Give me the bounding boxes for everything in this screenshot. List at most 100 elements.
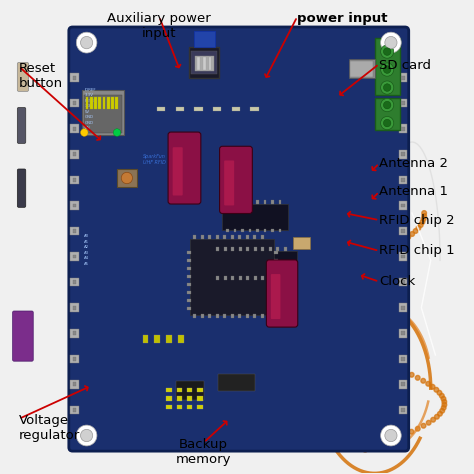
Circle shape <box>299 319 304 323</box>
Bar <box>187 396 192 401</box>
Circle shape <box>403 369 408 374</box>
Circle shape <box>81 36 93 49</box>
Bar <box>401 280 405 284</box>
Bar <box>73 408 76 412</box>
Bar <box>261 314 264 318</box>
Circle shape <box>438 411 442 416</box>
Bar <box>73 76 76 80</box>
Text: RFID chip 1: RFID chip 1 <box>379 245 455 257</box>
Circle shape <box>381 81 394 94</box>
Circle shape <box>382 360 387 365</box>
Bar <box>248 228 251 232</box>
Circle shape <box>310 328 315 332</box>
Circle shape <box>360 351 365 356</box>
Bar <box>401 153 405 156</box>
Circle shape <box>113 129 121 137</box>
Bar <box>187 267 191 270</box>
Circle shape <box>368 255 373 260</box>
Circle shape <box>319 280 324 284</box>
Bar <box>155 335 160 343</box>
Bar <box>401 101 405 105</box>
Text: RFID chip 2: RFID chip 2 <box>379 214 455 227</box>
Bar <box>271 200 274 203</box>
Bar <box>209 57 211 70</box>
Circle shape <box>76 425 97 446</box>
FancyBboxPatch shape <box>224 161 234 205</box>
Bar <box>264 228 266 232</box>
Circle shape <box>415 427 420 431</box>
Circle shape <box>437 391 442 395</box>
Circle shape <box>419 223 423 228</box>
Bar <box>190 239 274 315</box>
Bar <box>82 90 124 135</box>
Bar <box>261 276 264 280</box>
Circle shape <box>343 268 347 272</box>
Bar <box>166 388 172 392</box>
Circle shape <box>402 432 407 437</box>
Bar <box>70 150 79 159</box>
Circle shape <box>381 32 401 53</box>
FancyBboxPatch shape <box>173 147 182 195</box>
Bar <box>401 383 405 386</box>
Bar <box>166 405 172 410</box>
Bar <box>178 335 183 343</box>
Circle shape <box>409 429 414 434</box>
Bar <box>274 267 278 270</box>
Bar <box>261 247 264 251</box>
Bar <box>193 235 196 239</box>
Circle shape <box>320 334 325 338</box>
Bar <box>274 307 278 310</box>
FancyBboxPatch shape <box>18 63 28 91</box>
Bar <box>187 299 191 302</box>
Circle shape <box>441 405 446 410</box>
Bar <box>399 406 407 414</box>
Bar <box>246 247 249 251</box>
Bar <box>254 276 256 280</box>
Bar <box>246 235 248 239</box>
Circle shape <box>310 285 314 290</box>
FancyBboxPatch shape <box>271 274 281 319</box>
Bar <box>107 97 109 109</box>
Circle shape <box>379 441 384 446</box>
Text: power input: power input <box>297 12 388 25</box>
Circle shape <box>381 117 394 130</box>
Bar <box>374 98 400 130</box>
Text: Clock: Clock <box>379 275 416 288</box>
FancyBboxPatch shape <box>13 311 33 361</box>
Bar <box>238 235 241 239</box>
Bar <box>191 51 217 74</box>
Circle shape <box>297 298 301 302</box>
Circle shape <box>380 250 385 255</box>
Bar <box>399 380 407 389</box>
Bar <box>401 357 405 361</box>
Text: Antenna 1: Antenna 1 <box>379 185 448 198</box>
Bar <box>111 97 114 109</box>
Bar <box>246 314 248 318</box>
Bar <box>197 388 203 392</box>
Bar <box>194 107 203 111</box>
Bar <box>284 247 286 251</box>
Bar <box>187 275 191 278</box>
Circle shape <box>294 303 299 308</box>
Bar <box>374 38 400 95</box>
Bar <box>399 227 407 235</box>
Bar <box>399 278 407 286</box>
Bar <box>271 228 274 232</box>
Bar <box>401 203 405 207</box>
Circle shape <box>349 264 354 269</box>
Circle shape <box>392 244 396 248</box>
Bar <box>261 235 264 239</box>
Circle shape <box>381 63 394 76</box>
FancyBboxPatch shape <box>18 108 26 144</box>
Bar <box>399 201 407 210</box>
Bar <box>399 355 407 363</box>
Bar <box>189 47 219 78</box>
Text: IOREF
3.3V
RESET
3.3V
5V
GND
GND
VIN: IOREF 3.3V RESET 3.3V 5V GND GND VIN <box>84 88 97 130</box>
Circle shape <box>383 84 391 91</box>
Circle shape <box>325 276 329 281</box>
Bar <box>73 383 76 386</box>
Bar <box>350 61 373 77</box>
Bar <box>216 276 219 280</box>
Bar <box>274 291 278 294</box>
Circle shape <box>367 355 372 359</box>
